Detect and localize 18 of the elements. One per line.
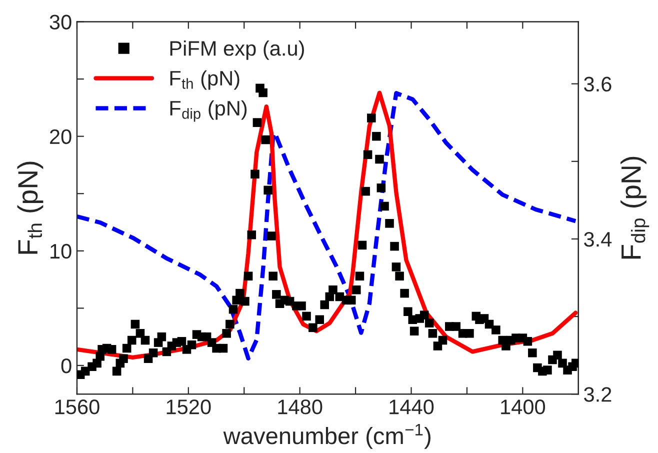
legend-label: PiFM exp (a.u) [170,40,304,60]
y-tick-label: 30 [50,14,72,30]
x-tick-label: 1520 [166,400,211,414]
y-tick-label: 20 [50,129,72,144]
x-tick-label: 1440 [390,400,434,414]
y2-tick-label: 3.2 [584,387,612,402]
legend-label: F$_{th}$ (pN) [170,70,240,90]
y2-axis-title: F$_{dip}$ (pN) [620,156,650,259]
x-tick-label: 1400 [501,400,546,414]
y-tick-label: 10 [50,244,72,259]
y2-tick-label: 3.4 [584,232,612,247]
legend-label: F$_{dip}$ (pN) [170,100,247,122]
y-tick-label: 0 [61,358,72,374]
y-axis-title: F$_{th}$ (pN) [17,162,44,254]
x-tick-label: 1480 [278,400,322,414]
x-tick-label: 1560 [55,400,100,414]
x-axis-title: wavenumber (cm$^{−1}$) [223,424,430,449]
y2-tick-label: 3.6 [584,76,612,92]
